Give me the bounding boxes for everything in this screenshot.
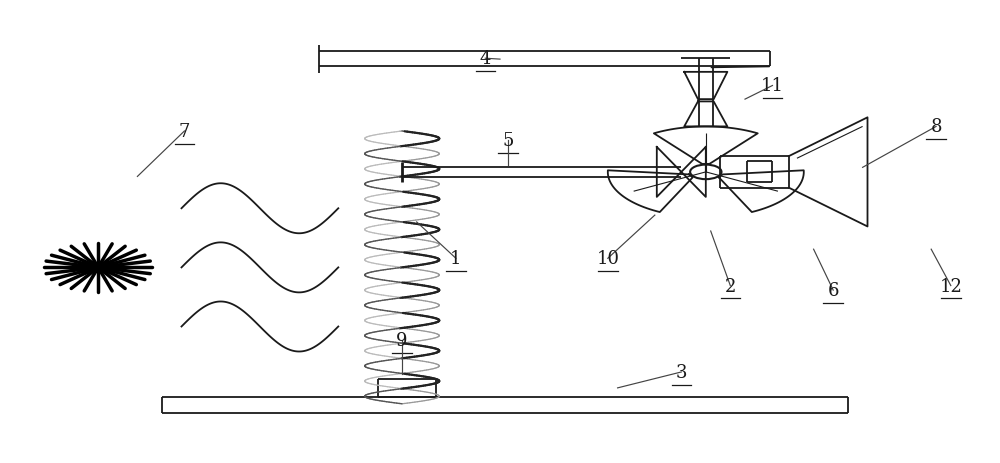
Text: 8: 8 [930,118,942,136]
Text: 9: 9 [396,332,408,350]
Text: 1: 1 [450,250,462,268]
Text: 7: 7 [179,123,190,141]
Text: 12: 12 [939,277,962,295]
Text: 5: 5 [502,132,514,150]
Text: 10: 10 [596,250,619,268]
Text: 2: 2 [725,277,736,295]
Text: 6: 6 [827,282,839,300]
Text: 11: 11 [761,77,784,95]
Text: 4: 4 [480,50,491,68]
Text: 3: 3 [676,363,687,381]
